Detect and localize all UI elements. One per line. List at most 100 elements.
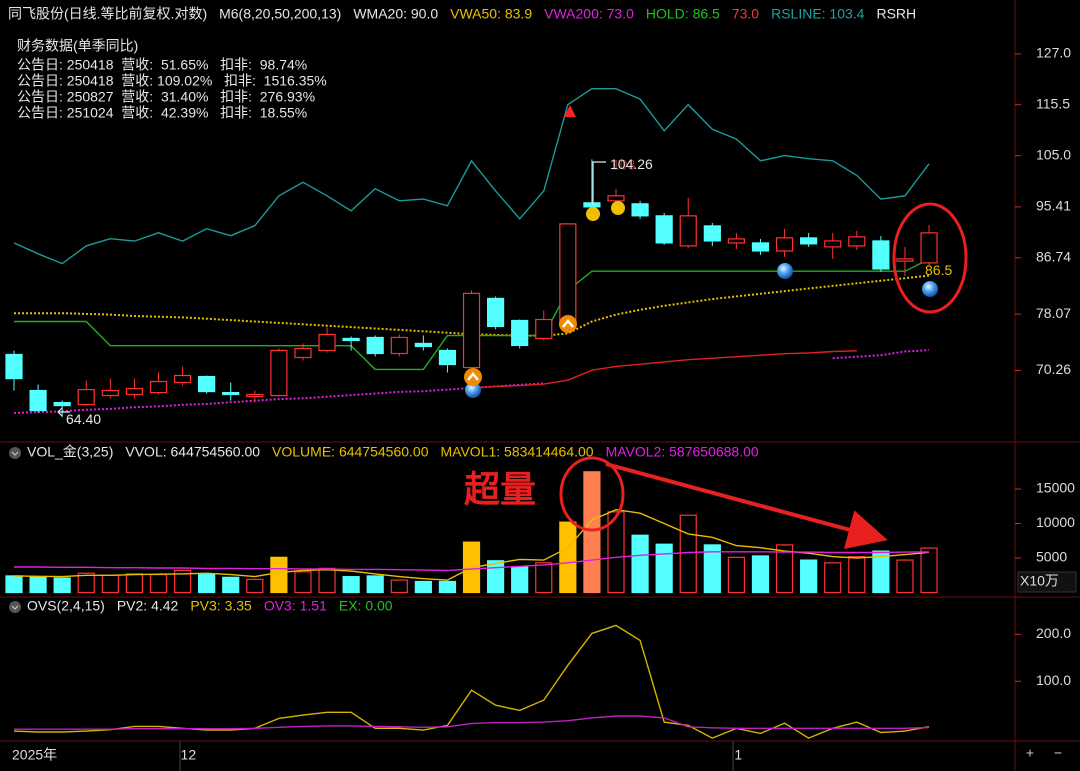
notes-row: 公告日: 250418 营收: 51.65% 扣非: 98.74% [17,57,307,73]
trend-arrow [605,462,888,549]
candle-body [414,342,432,348]
volume-bar [270,556,288,594]
candle-body [5,353,23,380]
price-annotation: 104.26 [610,156,653,172]
panel-toggle[interactable] [9,601,21,613]
volume-bar [703,544,721,594]
indicator-value: WMA20: 90.0 [353,6,438,22]
candle-body [198,375,216,393]
volume-bar [53,577,71,594]
unit-label: X10万 [1020,573,1059,589]
candle-body [679,215,697,247]
volume-bar [101,574,119,594]
highlight-ellipse [559,456,625,532]
candle-body [246,393,264,398]
candle-body [77,388,95,406]
candle-body [511,319,529,347]
volume-bar [487,560,505,594]
indicator-value: PV3: 3.35 [190,598,252,614]
price-annotation: 64.40 [66,411,101,427]
indicator-line [832,349,930,360]
decorations: X10万 超量 + − [9,105,1077,771]
signal-triangle [564,105,576,117]
candle-body [655,215,673,244]
indicator-line [14,715,930,730]
volume-annotation: 超量 [464,469,536,510]
volume-bar [583,471,601,594]
indicator-line [13,624,930,739]
notes-row: 公告日: 251024 营收: 42.39% 扣非: 18.55% [17,105,307,121]
indicator-value: VOLUME: 644754560.00 [272,444,429,460]
indicator-value: MAVOL2: 587650688.00 [606,444,759,460]
panel-toggle[interactable] [9,447,21,459]
y-tick-label: 95.41 [1036,198,1071,214]
indicator-value: PV2: 4.42 [117,598,179,614]
indicator-value: OV3: 1.51 [264,598,327,614]
price-annotation: 86.5 [925,262,952,278]
notes-row: 公告日: 250827 营收: 31.40% 扣非: 276.93% [17,89,315,105]
candle-body [607,195,625,202]
indicator-line [13,382,544,414]
volume-bar [366,575,384,594]
volume-bar [149,573,168,594]
highlight-ellipse [892,202,968,314]
unit-box [1017,571,1077,593]
signal-dot [611,201,625,215]
panel-title: 同飞股份(日线.等比前复权.对数) [8,6,207,22]
candle-body [535,318,553,340]
volume-bar [896,559,914,594]
candle-body [270,349,288,397]
volume-bar [414,580,432,594]
candle-body [775,237,794,252]
signal-badge [464,368,482,386]
candle-body [487,297,505,328]
volume-bar [848,556,866,594]
candle-body [896,258,914,262]
y-tick-label: 86.74 [1036,249,1071,265]
indicator-line [13,88,930,265]
volume-bar [77,572,95,594]
candle-body [390,336,408,355]
candle-body [173,374,192,384]
zoom-in[interactable]: + [1026,745,1034,761]
y-tick-label: 105.0 [1036,146,1071,162]
candle-body [727,238,746,244]
volume-bar [246,578,264,594]
annotation-arrow [57,407,70,417]
y-tick-label: 100.0 [1036,672,1071,688]
notes-row: 公告日: 250418 营收: 109.02% 扣非: 1516.35% [17,73,327,89]
indicator-value: VVOL: 644754560.00 [125,444,260,460]
volume-bar [920,547,938,594]
volume-bar [29,576,47,594]
indicator-value: EX: 0.00 [339,598,393,614]
volume-bar [824,562,842,594]
indicator-value: RSRH [876,6,916,22]
candle-body [29,389,47,412]
indicator-value: M6(8,20,50,200,13) [219,6,341,22]
signal-dot [586,207,600,221]
volume-bar [607,511,625,594]
volume-bar [679,514,697,594]
y-tick-label: 5000 [1036,549,1067,565]
candle-body [920,232,938,264]
signal-ball [777,263,793,279]
volume-bar [751,555,770,594]
signal-ball [922,281,938,297]
indicator-line [471,350,857,389]
signal-badge [559,315,577,333]
candle-body [125,387,144,396]
y-tick-label: 70.26 [1036,361,1071,377]
candle-body [462,292,481,369]
candle-body [848,236,866,247]
panel-title: VOL_金(3,25) [27,444,113,460]
indicator-line [13,508,930,581]
candle-body [438,349,457,366]
indicator-value: VWA200: 73.0 [544,6,634,22]
y-tick-label: 10000 [1036,514,1075,530]
candle-body [824,240,842,248]
zoom-out[interactable]: − [1054,745,1062,761]
volume-bar [198,573,216,594]
